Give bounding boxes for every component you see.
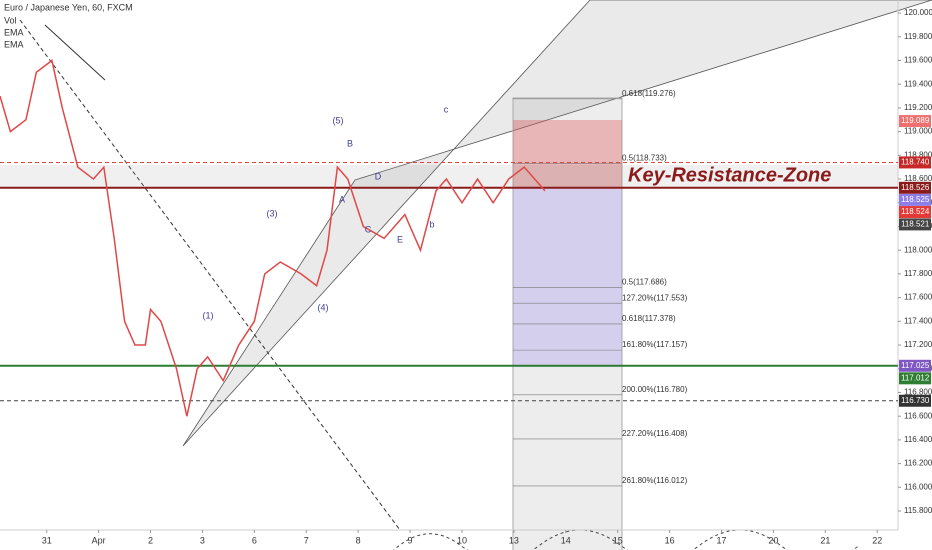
y-tick-label: 119.000 (904, 127, 932, 136)
wave-label: b (429, 219, 434, 229)
indicator: EMA (4, 27, 24, 37)
price-tag-label: 118.526 (901, 183, 930, 192)
price-tag (899, 206, 931, 219)
x-tick-label: 21 (820, 535, 830, 545)
price-tag-label: 118.525 (901, 195, 930, 204)
wave-label: (3) (267, 208, 278, 218)
wave-label: (1) (203, 310, 214, 320)
y-tick-label: 116.800 (904, 388, 932, 397)
x-tick-label: 13 (509, 535, 519, 545)
wave-label: D (375, 171, 382, 181)
x-tick-label: 9 (408, 535, 413, 545)
y-tick-label: 120.000 (904, 8, 932, 17)
x-tick-label: 16 (665, 535, 675, 545)
indicator: Vol (4, 15, 17, 25)
wave-label: B (347, 138, 353, 148)
trend-line (19, 19, 401, 531)
y-tick-label: 118.600 (904, 174, 932, 183)
y-tick-label: 119.400 (904, 79, 932, 88)
y-tick-label: 117.600 (904, 293, 932, 302)
zone-label: Key-Resistance-Zone (628, 164, 831, 186)
y-tick-label: 119.600 (904, 56, 932, 65)
y-tick-label: 118.000 (904, 245, 932, 254)
target-zone (513, 187, 622, 367)
y-tick-label: 117.200 (904, 340, 932, 349)
fib-label: 0.618(117.378) (622, 314, 676, 323)
price-line (0, 59, 546, 417)
wave-label: C (365, 224, 372, 234)
price-tag (899, 156, 931, 169)
price-tag (899, 181, 931, 194)
y-tick-label: 117.800 (904, 269, 932, 278)
y-tick-label: 116.000 (904, 482, 932, 491)
fib-label: 0.5(117.686) (622, 278, 667, 287)
fib-label: 0.5(118.733) (622, 153, 667, 162)
price-tag (899, 394, 931, 407)
x-tick-label: 7 (304, 535, 309, 545)
price-tag-label: 116.730 (901, 396, 930, 405)
y-tick-label: 116.400 (904, 435, 932, 444)
x-tick-label: 3 (200, 535, 205, 545)
fib-label: 161.80%(117.157) (622, 340, 688, 349)
y-tick-label: 119.200 (904, 103, 932, 112)
x-tick-label: 31 (42, 535, 52, 545)
price-tag-label: 117.012 (901, 373, 930, 382)
price-tag-label: 118.521 (901, 220, 930, 229)
y-tick-label: 118.800 (904, 150, 932, 159)
price-tag-label: 117.025 (901, 361, 930, 370)
y-tick-label: 116.600 (904, 411, 932, 420)
x-tick-label: 6 (252, 535, 257, 545)
wave-label: c (444, 104, 449, 114)
trend-line (44, 24, 106, 81)
x-tick-label: 17 (717, 535, 727, 545)
wave-label: (5) (333, 115, 344, 125)
price-tag (899, 359, 931, 372)
y-tick-label: 119.800 (904, 32, 932, 41)
price-tag-label: 118.524 (901, 207, 930, 216)
x-tick-label: 15 (613, 535, 623, 545)
y-tick-label: 117.400 (904, 316, 932, 325)
x-tick-label: 20 (768, 535, 778, 545)
price-tag-label: 118.740 (901, 158, 930, 167)
wave-label: (4) (318, 302, 329, 312)
wave-label: A (339, 194, 345, 204)
wave-label: E (397, 234, 403, 244)
x-tick-label: 10 (457, 535, 467, 545)
x-tick-label: Apr (92, 535, 106, 545)
resistance-band (0, 165, 898, 187)
x-tick-label: 14 (561, 535, 571, 545)
channel (182, 0, 932, 447)
indicator: EMA (4, 39, 24, 49)
fib-label: 261.80%(116.012) (622, 476, 688, 485)
y-tick-label: 116.200 (904, 459, 932, 468)
price-tag (899, 115, 931, 128)
fib-label: 227.20%(116.408) (622, 429, 688, 438)
title: Euro / Japanese Yen, 60, FXCM (4, 2, 133, 12)
fib-label: 200.00%(116.780) (622, 385, 688, 394)
y-tick-label: 115.800 (904, 506, 932, 515)
fib-label: 127.20%(117.553) (622, 293, 688, 302)
price-tag (899, 218, 931, 231)
x-tick-label: 8 (356, 535, 361, 545)
price-tag-label: 119.089 (901, 116, 930, 125)
price-tag (899, 372, 931, 385)
price-tag (899, 193, 931, 206)
cycle-line (393, 529, 861, 550)
fib-label: 0.618(119.276) (622, 89, 676, 98)
x-tick-label: 2 (148, 535, 153, 545)
x-tick-label: 22 (872, 535, 882, 545)
